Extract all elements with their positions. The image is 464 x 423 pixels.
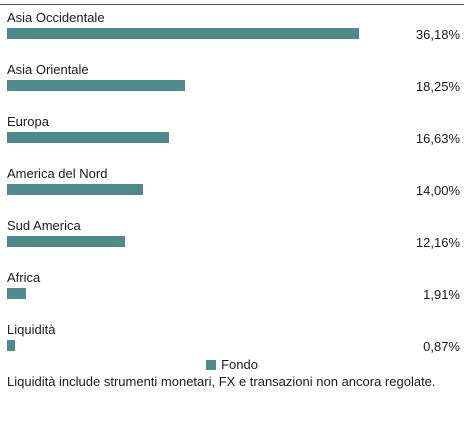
chart-row: Europa 16,63% (0, 114, 464, 166)
chart-row: Africa 1,91% (0, 270, 464, 322)
value-label: 16,63% (415, 131, 460, 146)
value-label: 14,00% (415, 183, 460, 198)
bar (7, 236, 126, 247)
bar-track (7, 236, 359, 247)
chart-row: Sud America 12,16% (0, 218, 464, 270)
bar-track (7, 184, 359, 195)
bar (7, 28, 359, 39)
top-rule (0, 4, 464, 5)
bar-track (7, 132, 359, 143)
category-label: Asia Occidentale (7, 10, 105, 25)
bar (7, 80, 185, 91)
bar (7, 132, 169, 143)
chart-row: America del Nord 14,00% (0, 166, 464, 218)
legend: Fondo (0, 357, 464, 373)
legend-label: Fondo (221, 357, 258, 372)
chart-row: Liquidità 0,87% (0, 322, 464, 374)
category-label: America del Nord (7, 166, 108, 181)
chart-row: Asia Occidentale 36,18% (0, 10, 464, 62)
legend-swatch (206, 360, 217, 370)
value-label: 12,16% (415, 235, 460, 250)
value-label: 36,18% (415, 27, 460, 42)
category-label: Africa (7, 270, 41, 285)
value-label: 1,91% (423, 287, 460, 302)
category-label: Sud America (7, 218, 81, 233)
bar-track (7, 28, 359, 39)
category-label: Asia Orientale (7, 62, 89, 77)
value-label: 18,25% (415, 79, 460, 94)
bar (7, 184, 144, 195)
category-label: Liquidità (7, 322, 56, 337)
bar-track (7, 340, 359, 351)
chart-row: Asia Orientale 18,25% (0, 62, 464, 114)
category-label: Europa (7, 114, 49, 129)
bar-chart: Asia Occidentale 36,18% Asia Orientale 18,2… (0, 10, 464, 354)
bar (7, 288, 26, 299)
value-label: 0,87% (423, 339, 460, 354)
bar (7, 340, 16, 351)
footnote: Liquidità include strumenti monetari, FX… (7, 374, 436, 389)
bar-track (7, 80, 359, 91)
bar-track (7, 288, 359, 299)
